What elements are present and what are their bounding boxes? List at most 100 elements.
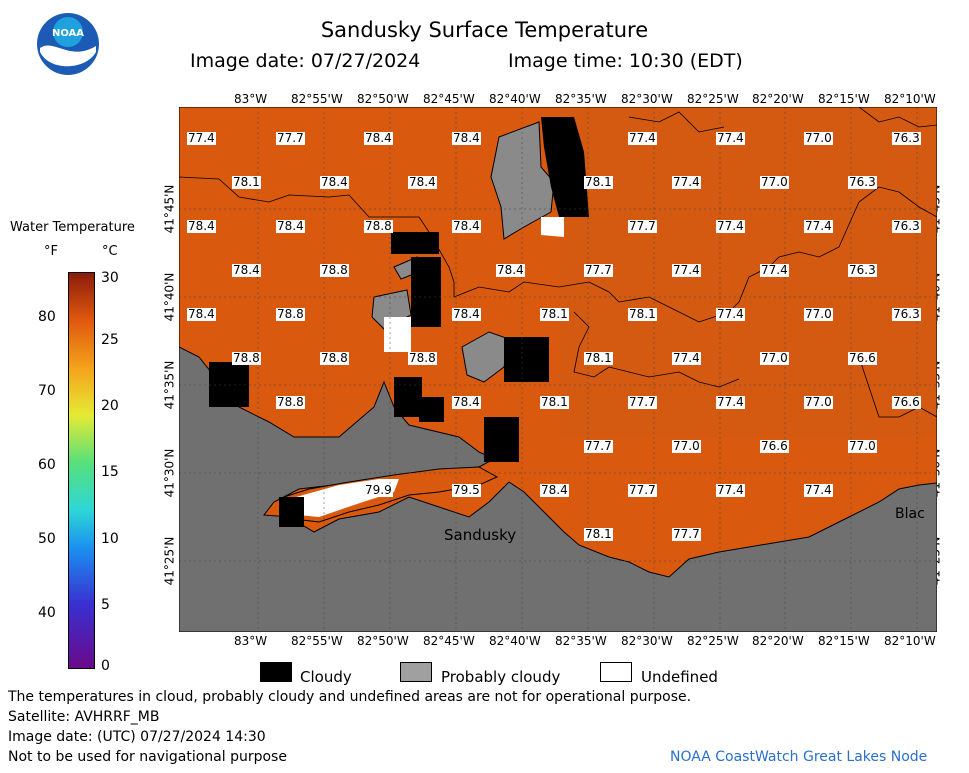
- temp-label: 77.4: [716, 219, 745, 233]
- lat-label-left: 41°25'N: [162, 536, 177, 586]
- temp-label: 77.0: [804, 131, 833, 145]
- lon-label-bottom: 82°30'W: [621, 634, 673, 648]
- colorbar-c-tick: 30: [101, 270, 119, 286]
- temp-label: 77.4: [187, 131, 216, 145]
- place-label-black: Blac: [895, 506, 925, 522]
- lon-label-bottom: 82°25'W: [687, 634, 739, 648]
- lon-label-bottom: 82°15'W: [818, 634, 870, 648]
- lon-label-top: 82°45'W: [423, 92, 475, 106]
- temp-label: 78.4: [232, 263, 261, 277]
- colorbar-f-tick: 60: [38, 457, 56, 473]
- temp-label: 78.8: [320, 351, 349, 365]
- colorbar-c-tick: 0: [101, 658, 110, 674]
- temp-label: 77.0: [804, 395, 833, 409]
- footer-note: The temperatures in cloud, probably clou…: [8, 689, 692, 705]
- lon-label-bottom: 82°50'W: [357, 634, 409, 648]
- footer-nav-warning: Not to be used for navigational purpose: [8, 749, 287, 765]
- temp-label: 77.7: [628, 219, 657, 233]
- temp-label: 76.3: [848, 263, 877, 277]
- colorbar-c-tick: 5: [101, 597, 110, 613]
- temp-label: 77.4: [716, 483, 745, 497]
- temperature-colorbar: [68, 272, 95, 669]
- temp-label: 77.4: [760, 263, 789, 277]
- colorbar-c-tick: 15: [101, 464, 119, 480]
- legend-swatch-probably-cloudy: [400, 662, 432, 682]
- temp-label: 77.4: [672, 175, 701, 189]
- temp-label: 77.4: [716, 395, 745, 409]
- temp-label: 78.4: [496, 263, 525, 277]
- colorbar-c-tick: 20: [101, 398, 119, 414]
- temp-label: 78.8: [232, 351, 261, 365]
- colorbar-title: Water Temperature: [10, 220, 135, 235]
- temp-label: 78.1: [628, 307, 657, 321]
- lon-label-bottom: 83°W: [234, 634, 268, 648]
- image-date: Image date: 07/27/2024: [190, 50, 421, 72]
- temp-label: 78.4: [187, 219, 216, 233]
- noaa-logo: NOAA: [36, 12, 100, 76]
- temp-label: 77.0: [848, 439, 877, 453]
- temp-label: 78.8: [364, 219, 393, 233]
- temperature-map: 77.4 77.7 78.4 78.4 77.4 77.4 77.0 76.3 …: [179, 107, 937, 632]
- lon-label-top: 82°10'W: [884, 92, 936, 106]
- lat-label-left: 41°45'N: [162, 184, 177, 234]
- colorbar-f-tick: 50: [38, 531, 56, 547]
- colorbar-c-tick: 10: [101, 531, 119, 547]
- colorbar-f-tick: 70: [38, 383, 56, 399]
- temp-label: 77.0: [672, 439, 701, 453]
- lon-label-top: 82°25'W: [687, 92, 739, 106]
- image-time: Image time: 10:30 (EDT): [508, 50, 743, 72]
- temp-label: 77.0: [804, 307, 833, 321]
- lon-label-top: 82°55'W: [291, 92, 343, 106]
- temp-label: 77.7: [584, 439, 613, 453]
- footer-credit: NOAA CoastWatch Great Lakes Node: [670, 749, 928, 765]
- lon-label-bottom: 82°10'W: [884, 634, 936, 648]
- temp-label: 78.1: [584, 175, 613, 189]
- temp-label: 77.7: [628, 395, 657, 409]
- temp-label: 76.6: [848, 351, 877, 365]
- lat-label-left: 41°40'N: [162, 272, 177, 322]
- temp-label: 78.8: [276, 307, 305, 321]
- temp-label: 79.9: [364, 483, 393, 497]
- temp-label: 77.7: [628, 483, 657, 497]
- temp-label: 77.7: [584, 263, 613, 277]
- lon-label-top: 82°15'W: [818, 92, 870, 106]
- temp-label: 77.4: [804, 483, 833, 497]
- temp-label: 76.3: [848, 175, 877, 189]
- footer-satellite: Satellite: AVHRRF_MB: [8, 709, 160, 725]
- shoreline-land: [179, 346, 937, 632]
- temp-label: 78.1: [584, 527, 613, 541]
- lon-label-top: 82°35'W: [555, 92, 607, 106]
- temp-label: 77.4: [672, 351, 701, 365]
- lon-label-top: 82°30'W: [621, 92, 673, 106]
- legend-label-undefined: Undefined: [641, 668, 718, 686]
- lat-label-left: 41°35'N: [162, 360, 177, 410]
- lon-label-bottom: 82°55'W: [291, 634, 343, 648]
- temp-label: 77.7: [672, 527, 701, 541]
- temp-label: 78.4: [187, 307, 216, 321]
- temp-label: 77.0: [760, 175, 789, 189]
- temp-label: 76.3: [892, 131, 921, 145]
- lon-label-bottom: 82°45'W: [423, 634, 475, 648]
- temp-label: 77.0: [760, 351, 789, 365]
- temp-label: 76.6: [892, 395, 921, 409]
- temp-label: 78.4: [276, 219, 305, 233]
- svg-text:NOAA: NOAA: [52, 28, 84, 39]
- lon-label-top: 83°W: [234, 92, 268, 106]
- colorbar-unit-f: °F: [44, 244, 58, 259]
- place-label-sandusky: Sandusky: [444, 526, 517, 544]
- temp-label: 78.4: [408, 175, 437, 189]
- temp-label: 77.4: [804, 219, 833, 233]
- colorbar-f-tick: 40: [38, 605, 56, 621]
- temp-label: 78.1: [540, 395, 569, 409]
- temp-label: 76.3: [892, 307, 921, 321]
- lon-label-top: 82°50'W: [357, 92, 409, 106]
- temp-label: 77.4: [716, 131, 745, 145]
- temp-label: 78.8: [276, 395, 305, 409]
- temp-label: 78.4: [452, 307, 481, 321]
- temp-label: 78.4: [452, 219, 481, 233]
- temp-label: 76.6: [760, 439, 789, 453]
- lon-label-bottom: 82°40'W: [489, 634, 541, 648]
- temp-label: 78.4: [540, 483, 569, 497]
- lon-label-top: 82°40'W: [489, 92, 541, 106]
- temp-label: 76.3: [892, 219, 921, 233]
